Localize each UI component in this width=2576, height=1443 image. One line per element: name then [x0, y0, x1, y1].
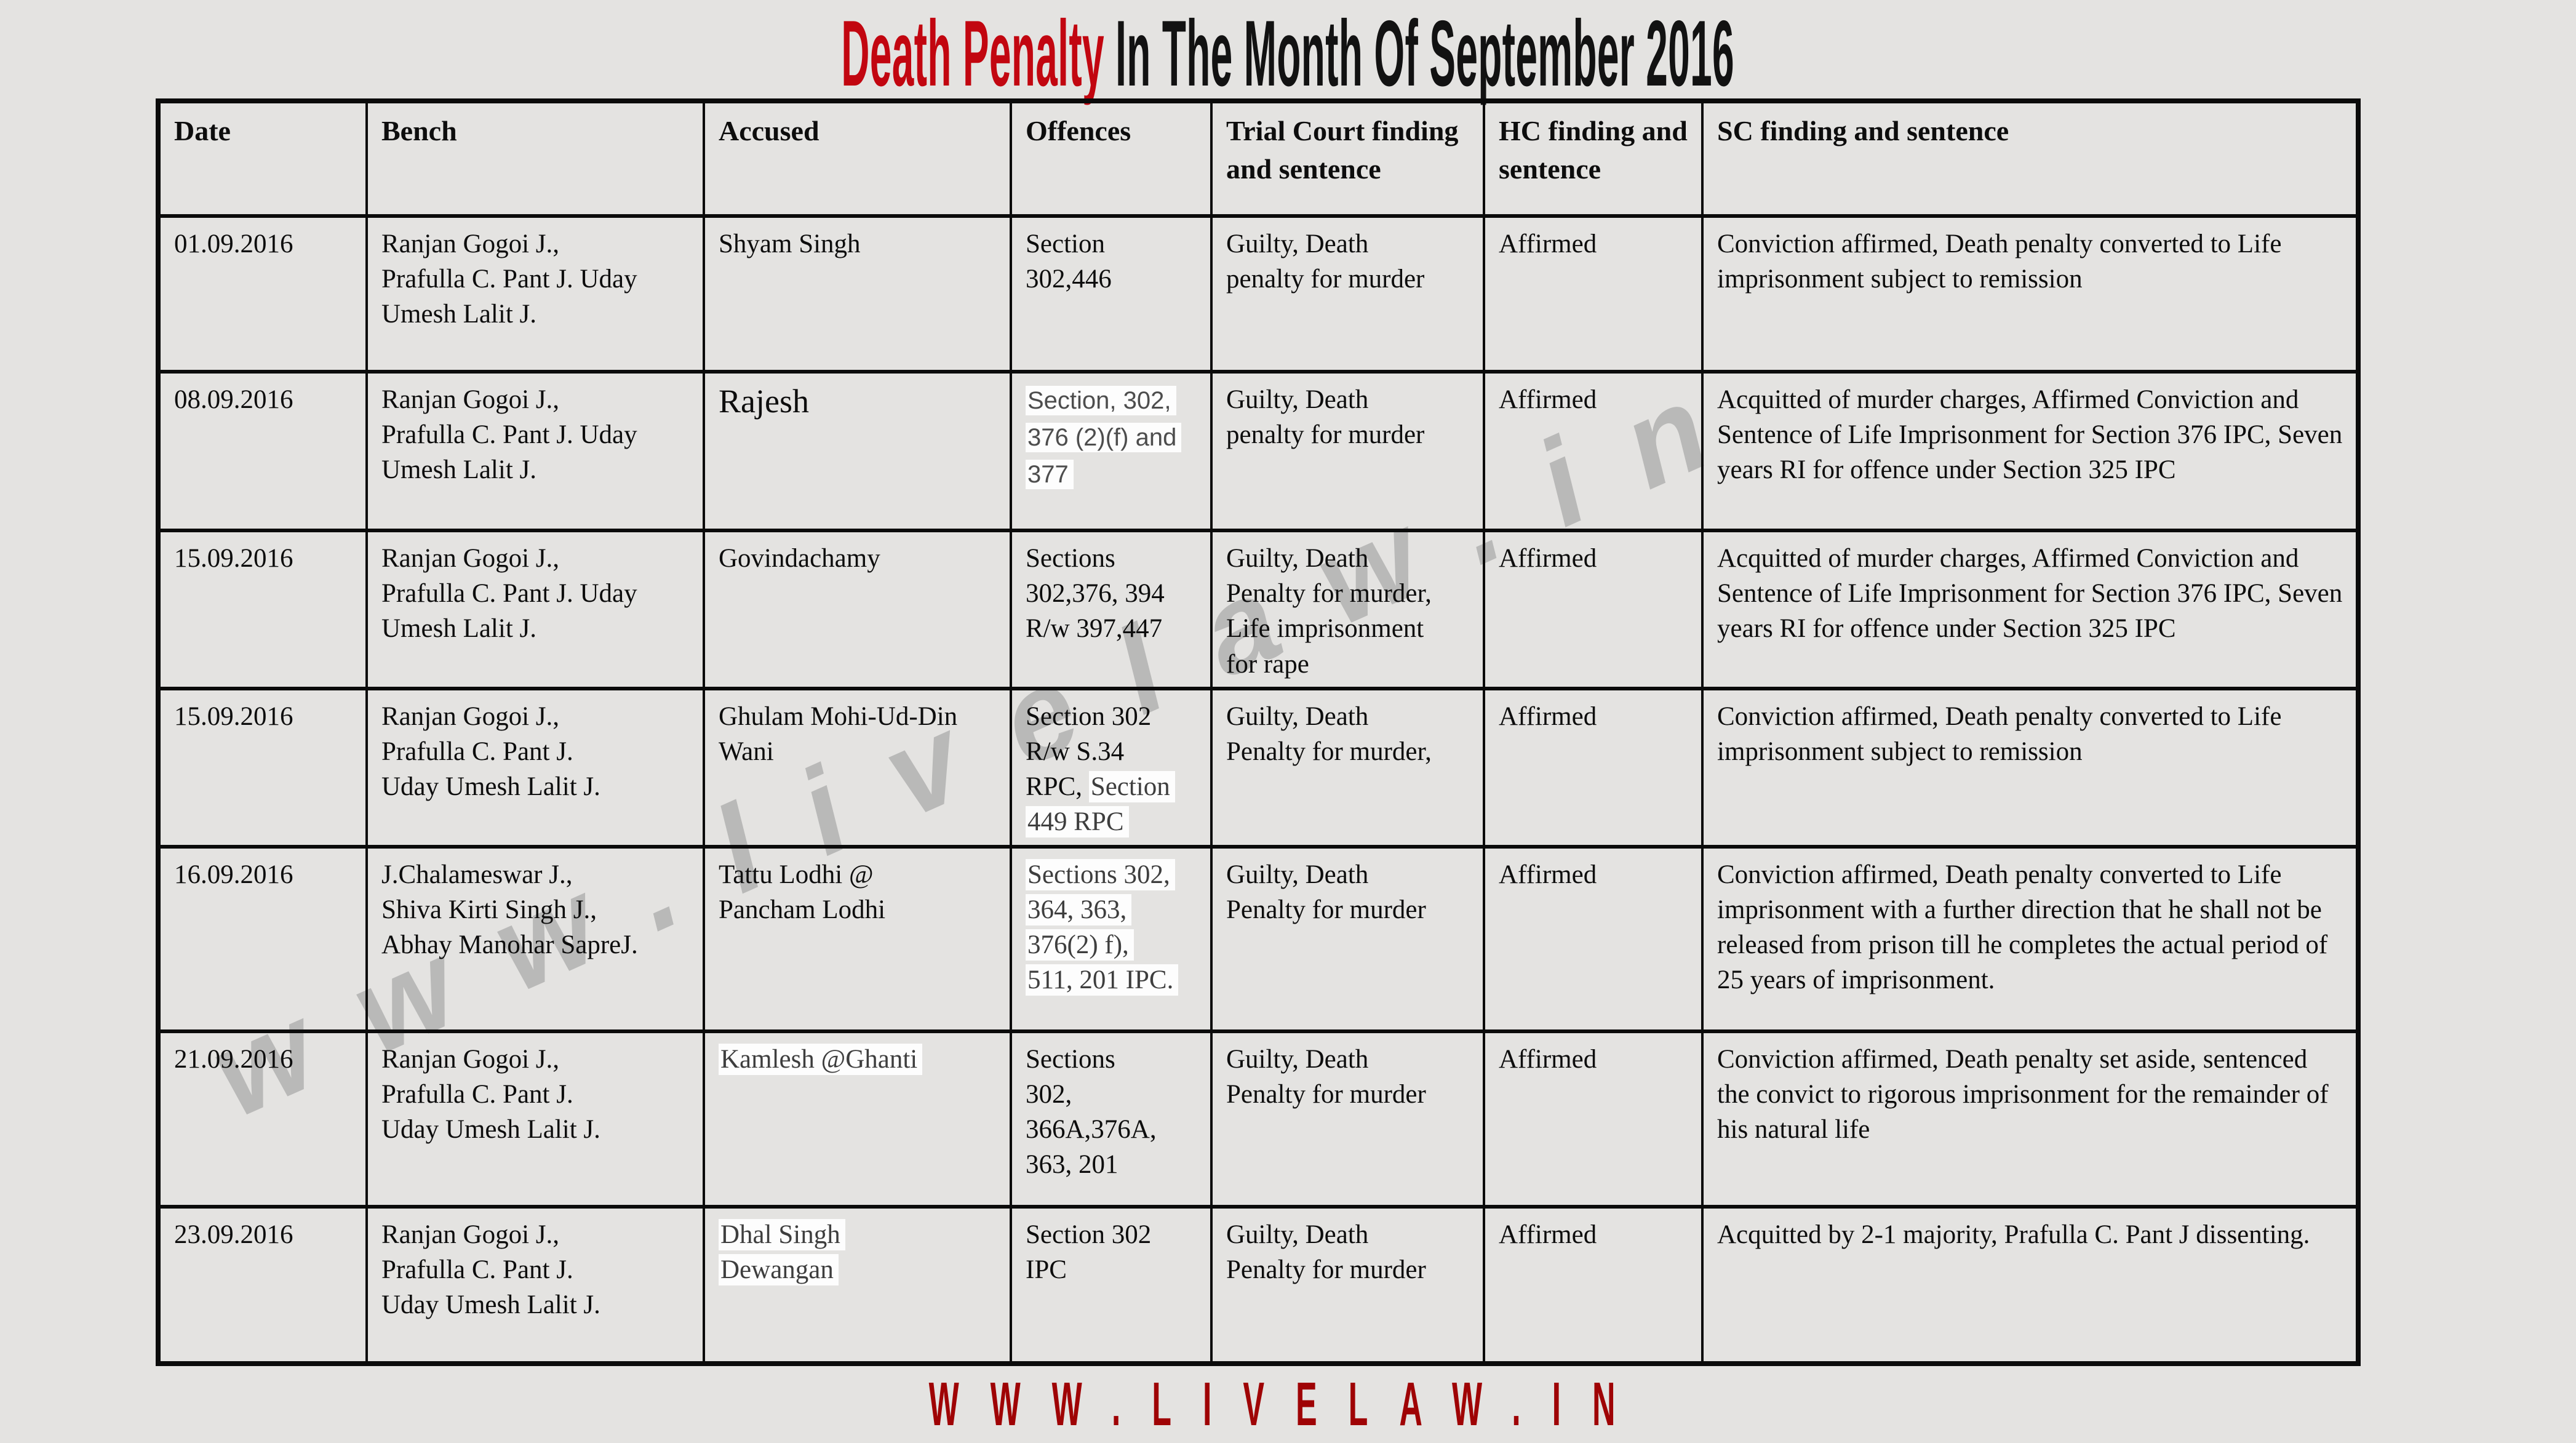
cell-sc-finding: Acquitted by 2-1 majority, Prafulla C. P…	[1701, 1204, 2359, 1365]
cell-bench: J.Chalameswar J., Shiva Kirti Singh J., …	[365, 844, 705, 1033]
table-row: 08.09.2016 Ranjan Gogoi J., Prafulla C. …	[157, 370, 2359, 532]
offences-highlight: Sections 302, 364, 363, 376(2) f), 511, …	[1026, 858, 1179, 996]
header-date: Date	[157, 99, 368, 218]
header-hc-finding: HC finding and sentence	[1483, 99, 1704, 218]
table-row: 15.09.2016 Ranjan Gogoi J., Prafulla C. …	[157, 529, 2359, 690]
offences-highlight: Section, 302, 376 (2)(f) and 377	[1026, 386, 1182, 489]
cell-hc-finding: Affirmed	[1483, 1204, 1704, 1365]
cell-bench: Ranjan Gogoi J., Prafulla C. Pant J. Uda…	[365, 1029, 705, 1209]
footer-text: WWW.LIVELAW.IN	[929, 1370, 1647, 1439]
cell-accused: Govindachamy	[703, 529, 1012, 690]
cell-offences: Sections 302, 366A,376A, 363, 201	[1010, 1029, 1213, 1209]
cell-date: 16.09.2016	[157, 844, 368, 1033]
cell-sc-finding: Acquitted of murder charges, Affirmed Co…	[1701, 370, 2359, 532]
cell-bench: Ranjan Gogoi J., Prafulla C. Pant J. Uda…	[365, 1204, 705, 1365]
cell-bench: Ranjan Gogoi J., Prafulla C. Pant J. Uda…	[365, 529, 705, 690]
offences-plain: Section 302 R/w S.34 RPC,	[1026, 702, 1152, 802]
cell-offences: Sections 302, 364, 363, 376(2) f), 511, …	[1010, 844, 1213, 1033]
cell-sc-finding: Conviction affirmed, Death penalty conve…	[1701, 214, 2359, 374]
cell-trial-finding: Guilty, Death Penalty for murder	[1210, 844, 1485, 1033]
cell-sc-finding: Acquitted of murder charges, Affirmed Co…	[1701, 529, 2359, 690]
page-title-black: In The Month Of September 2016	[1104, 1, 1735, 106]
table-row: 16.09.2016 J.Chalameswar J., Shiva Kirti…	[157, 844, 2359, 1033]
livelaw-footer-url: WWW.LIVELAW.IN	[0, 1373, 2576, 1435]
header-bench: Bench	[365, 99, 705, 218]
cell-trial-finding: Guilty, Death Penalty for murder	[1210, 1204, 1485, 1365]
accused-highlight: Kamlesh @Ghanti	[719, 1043, 923, 1075]
cell-hc-finding: Affirmed	[1483, 529, 1704, 690]
cell-date: 21.09.2016	[157, 1029, 368, 1209]
header-sc-finding: SC finding and sentence	[1701, 99, 2359, 218]
cell-trial-finding: Guilty, Death penalty for murder	[1210, 370, 1485, 532]
cell-trial-finding: Guilty, Death Penalty for murder,	[1210, 686, 1485, 849]
accused-highlight: Dhal Singh Dewangan	[719, 1218, 845, 1285]
cell-hc-finding: Affirmed	[1483, 214, 1704, 374]
cell-accused: Shyam Singh	[703, 214, 1012, 374]
page-title-red: Death Penalty	[841, 1, 1105, 106]
cell-offences: Section 302 IPC	[1010, 1204, 1213, 1365]
cell-date: 23.09.2016	[157, 1204, 368, 1365]
cell-accused: Kamlesh @Ghanti	[703, 1029, 1012, 1209]
cell-hc-finding: Affirmed	[1483, 686, 1704, 849]
cell-hc-finding: Affirmed	[1483, 1029, 1704, 1209]
cell-sc-finding: Conviction affirmed, Death penalty conve…	[1701, 844, 2359, 1033]
cell-trial-finding: Guilty, Death Penalty for murder	[1210, 1029, 1485, 1209]
cell-offences: Section, 302, 376 (2)(f) and 377	[1010, 370, 1213, 532]
cell-bench: Ranjan Gogoi J., Prafulla C. Pant J. Uda…	[365, 686, 705, 849]
table-row: 15.09.2016 Ranjan Gogoi J., Prafulla C. …	[157, 686, 2359, 849]
cell-bench: Ranjan Gogoi J., Prafulla C. Pant J. Uda…	[365, 214, 705, 374]
cell-sc-finding: Conviction affirmed, Death penalty set a…	[1701, 1029, 2359, 1209]
cell-date: 08.09.2016	[157, 370, 368, 532]
cell-hc-finding: Affirmed	[1483, 370, 1704, 532]
cell-offences: Section 302 R/w S.34 RPC, Section 449 RP…	[1010, 686, 1213, 849]
header-trial-court: Trial Court finding and sentence	[1210, 99, 1485, 218]
table-row: 23.09.2016 Ranjan Gogoi J., Prafulla C. …	[157, 1204, 2359, 1365]
header-offences: Offences	[1010, 99, 1213, 218]
cell-accused: Dhal Singh Dewangan	[703, 1204, 1012, 1365]
cell-trial-finding: Guilty, Death Penalty for murder, Life i…	[1210, 529, 1485, 690]
cell-hc-finding: Affirmed	[1483, 844, 1704, 1033]
cell-sc-finding: Conviction affirmed, Death penalty conve…	[1701, 686, 2359, 849]
cell-date: 15.09.2016	[157, 686, 368, 849]
header-accused: Accused	[703, 99, 1012, 218]
cell-offences: Section 302,446	[1010, 214, 1213, 374]
page-title: Death Penalty In The Month Of September …	[0, 4, 2576, 103]
table-row: 01.09.2016 Ranjan Gogoi J., Prafulla C. …	[157, 214, 2359, 374]
accused-name: Rajesh	[719, 383, 809, 420]
death-penalty-table: Date Bench Accused Offences Trial Court …	[156, 98, 2361, 1366]
cell-accused: Ghulam Mohi-Ud-Din Wani	[703, 686, 1012, 849]
cell-date: 01.09.2016	[157, 214, 368, 374]
cell-date: 15.09.2016	[157, 529, 368, 690]
cell-accused: Rajesh	[703, 370, 1012, 532]
header-row: Date Bench Accused Offences Trial Court …	[157, 99, 2359, 218]
cell-accused: Tattu Lodhi @ Pancham Lodhi	[703, 844, 1012, 1033]
table-row: 21.09.2016 Ranjan Gogoi J., Prafulla C. …	[157, 1029, 2359, 1209]
cell-trial-finding: Guilty, Death penalty for murder	[1210, 214, 1485, 374]
cell-bench: Ranjan Gogoi J., Prafulla C. Pant J. Uda…	[365, 370, 705, 532]
cell-offences: Sections 302,376, 394 R/w 397,447	[1010, 529, 1213, 690]
